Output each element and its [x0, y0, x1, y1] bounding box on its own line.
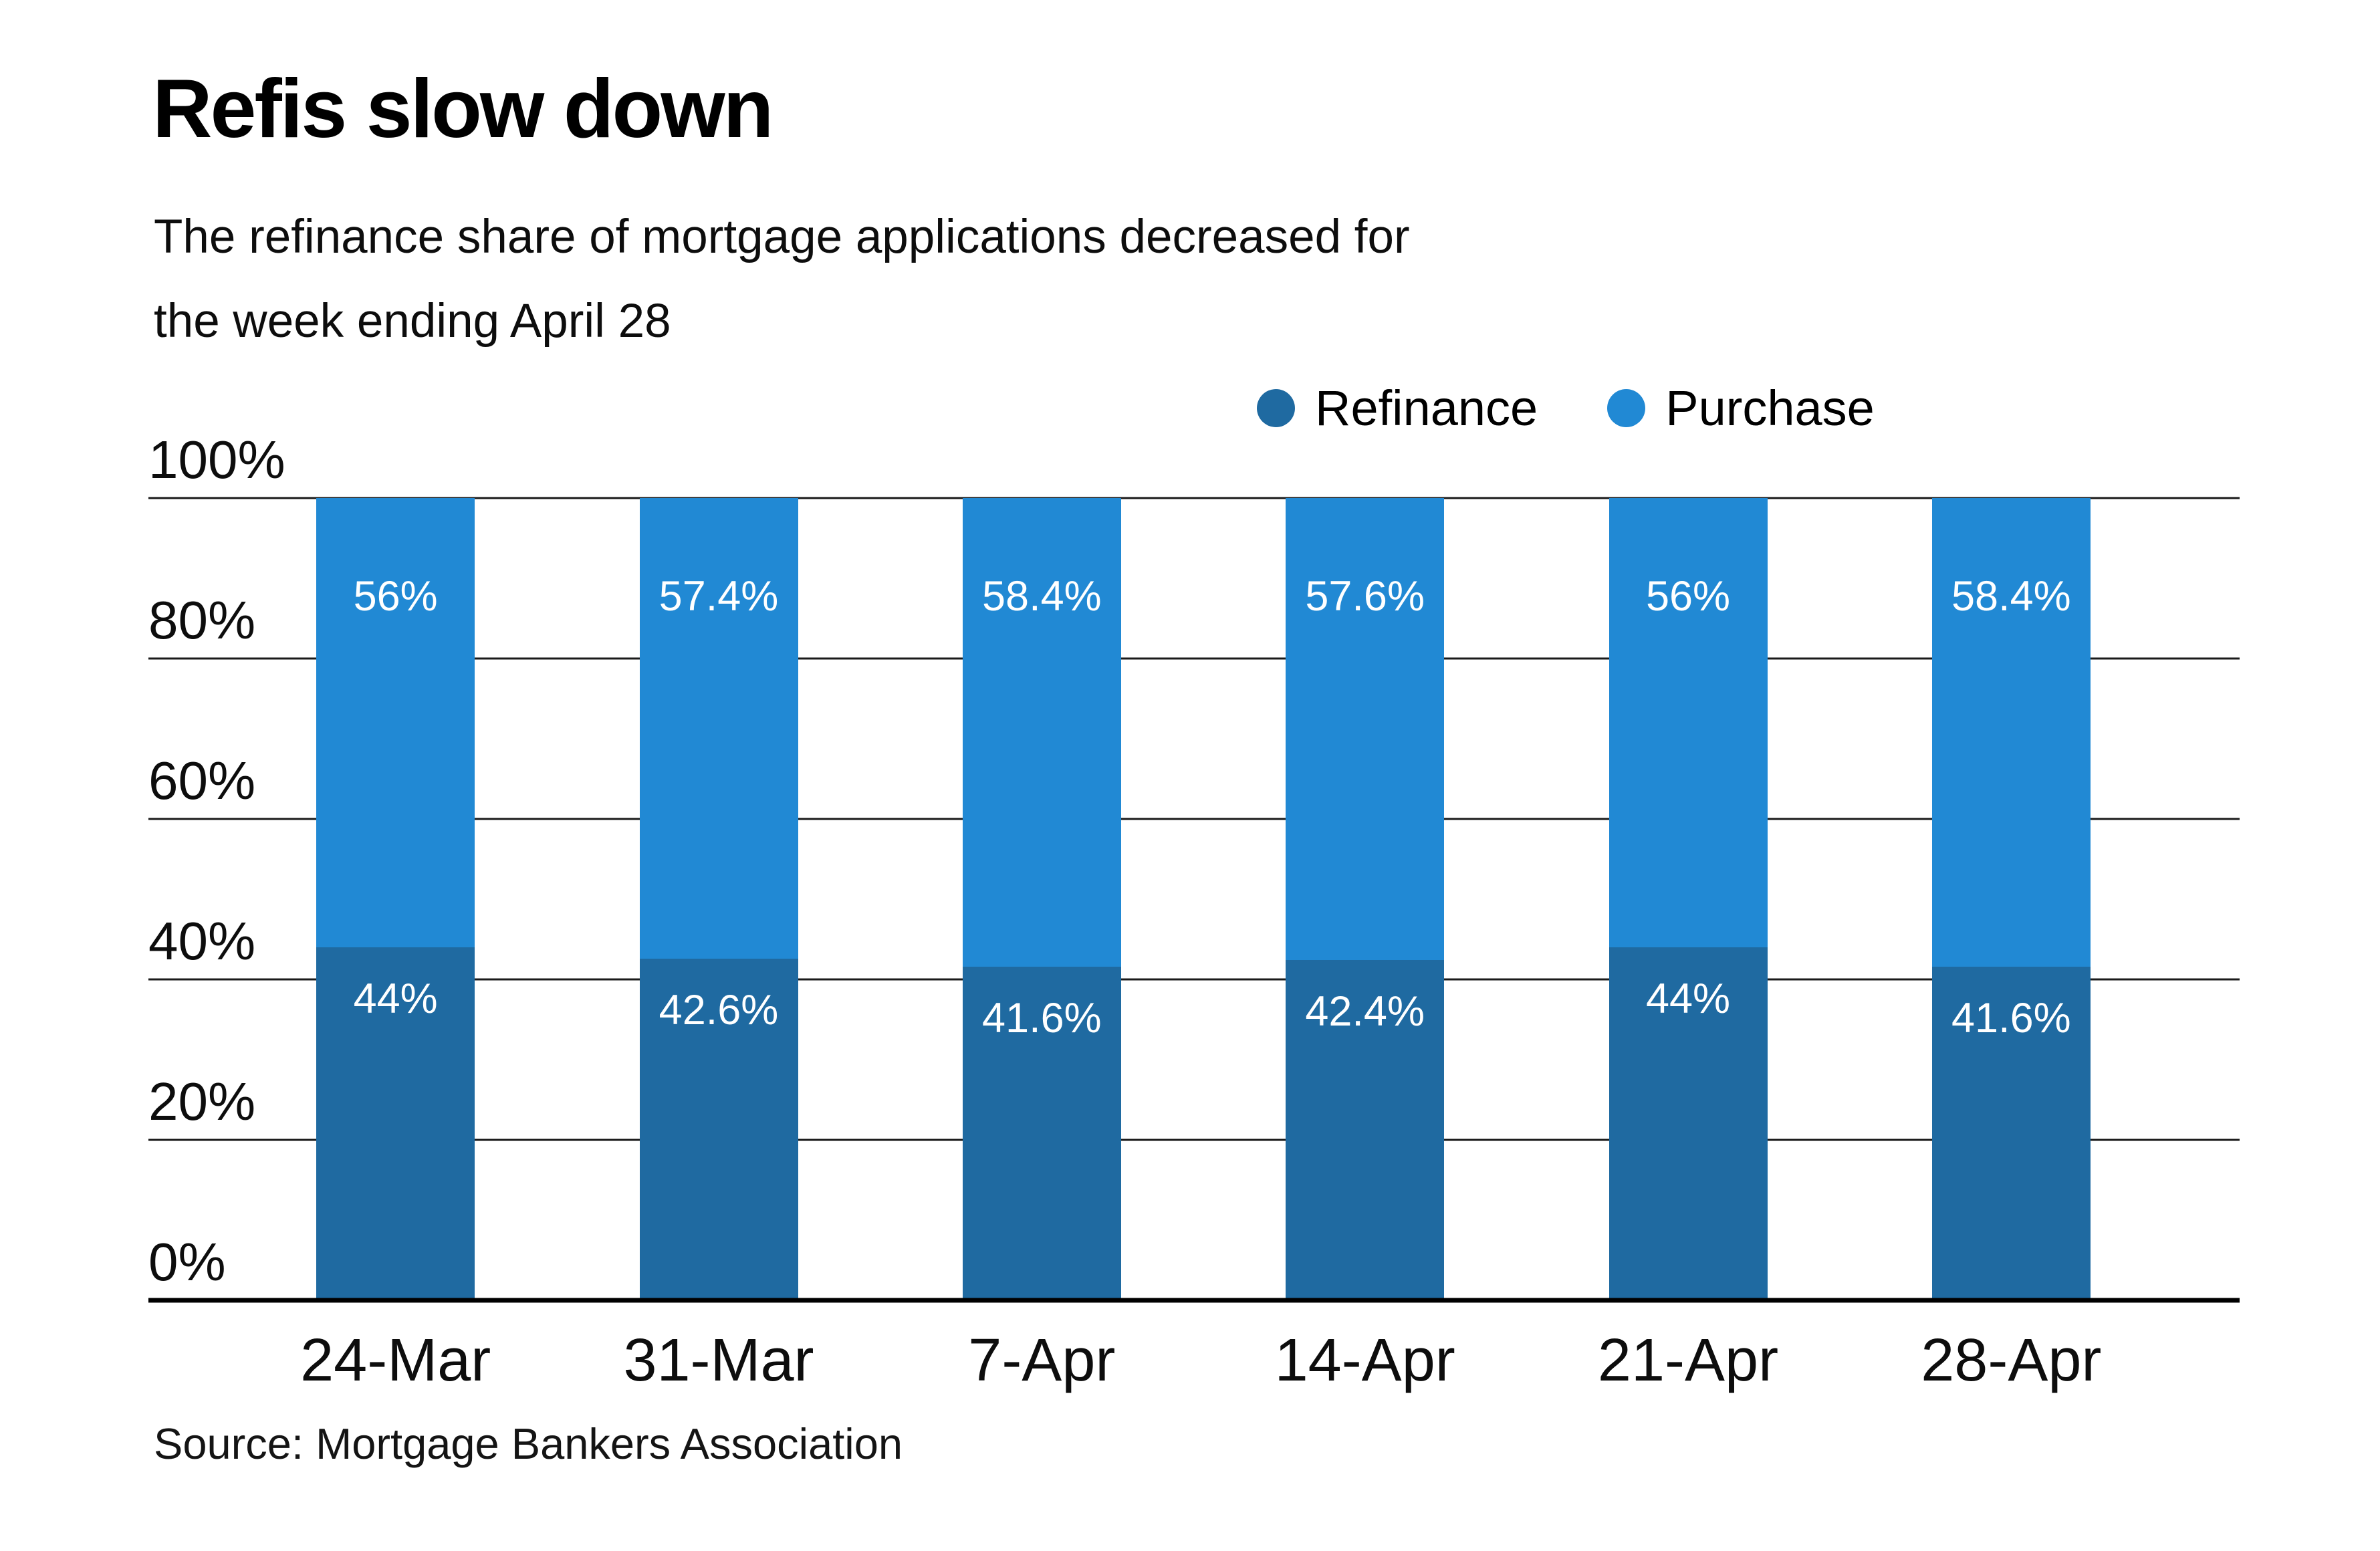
- bar-24-Mar: 56% 44%: [316, 498, 475, 1300]
- purchase-segment: 57.4%: [639, 498, 798, 959]
- refinance-swatch-icon: [1257, 389, 1295, 427]
- bar-21-Apr: 56% 44%: [1609, 498, 1768, 1300]
- gridline-80: [148, 657, 2240, 660]
- refinance-value-label: 42.4%: [1305, 988, 1425, 1036]
- x-tick-label-14-Apr: 14-Apr: [1274, 1327, 1455, 1394]
- refinance-segment: 44%: [316, 947, 475, 1300]
- refinance-segment: 41.6%: [1931, 966, 2091, 1300]
- y-tick-label: 0%: [148, 1232, 226, 1292]
- purchase-segment: 57.6%: [1286, 498, 1445, 961]
- refinance-value-label: 41.6%: [982, 994, 1102, 1042]
- source-note: Source: Mortgage Bankers Association: [154, 1419, 903, 1468]
- x-tick-label-24-Mar: 24-Mar: [300, 1327, 491, 1394]
- refinance-value-label: 41.6%: [1951, 994, 2071, 1042]
- purchase-segment: 56%: [1609, 498, 1768, 947]
- bar-7-Apr: 58.4% 41.6%: [962, 498, 1121, 1300]
- x-tick-label-31-Mar: 31-Mar: [623, 1327, 814, 1394]
- gridline-60: [148, 818, 2240, 820]
- x-tick-label-21-Apr: 21-Apr: [1597, 1327, 1779, 1394]
- chart-subtitle: The refinance share of mortgage applicat…: [154, 211, 1410, 348]
- y-tick-label: 100%: [148, 430, 285, 489]
- x-axis-baseline: [148, 1298, 2240, 1303]
- bar-28-Apr: 58.4% 41.6%: [1931, 498, 2091, 1300]
- legend-item-refinance: Refinance: [1257, 380, 1538, 437]
- refinance-value-label: 44%: [353, 975, 438, 1022]
- purchase-value-label: 57.4%: [659, 573, 779, 620]
- chart-title: Refis slow down: [152, 63, 774, 155]
- y-tick-label: 20%: [148, 1072, 256, 1131]
- purchase-value-label: 57.6%: [1305, 573, 1425, 620]
- x-tick-label-7-Apr: 7-Apr: [968, 1327, 1116, 1394]
- y-tick-label: 80%: [148, 590, 256, 650]
- gridline-40: [148, 978, 2240, 981]
- purchase-value-label: 58.4%: [1951, 573, 2071, 620]
- refinance-segment: 44%: [1609, 947, 1768, 1300]
- refinance-value-label: 42.6%: [659, 986, 779, 1034]
- legend-label-purchase: Purchase: [1665, 380, 1875, 436]
- bar-31-Mar: 57.4% 42.6%: [639, 498, 798, 1300]
- legend: Refinance Purchase: [1257, 380, 1875, 437]
- refinance-segment: 42.4%: [1286, 960, 1445, 1300]
- purchase-swatch-icon: [1607, 389, 1646, 427]
- legend-label-refinance: Refinance: [1315, 380, 1538, 436]
- refinance-segment: 41.6%: [962, 966, 1121, 1300]
- x-tick-label-28-Apr: 28-Apr: [1921, 1327, 2102, 1394]
- plot-area: 100% 80% 60% 40% 20% 0% 56% 44% 24-Mar 57.4% 42.6%…: [148, 433, 2240, 1391]
- purchase-segment: 58.4%: [962, 498, 1121, 967]
- gridline-20: [148, 1139, 2240, 1141]
- purchase-segment: 58.4%: [1931, 498, 2091, 967]
- purchase-segment: 56%: [316, 498, 475, 947]
- legend-item-purchase: Purchase: [1607, 380, 1875, 437]
- purchase-value-label: 58.4%: [982, 573, 1102, 620]
- purchase-value-label: 56%: [1645, 573, 1731, 620]
- gridline-100: [148, 497, 2240, 499]
- purchase-value-label: 56%: [353, 573, 438, 620]
- refinance-segment: 42.6%: [639, 958, 798, 1300]
- y-tick-label: 60%: [148, 751, 256, 810]
- y-tick-label: 40%: [148, 911, 256, 971]
- bar-14-Apr: 57.6% 42.4%: [1286, 498, 1445, 1300]
- refinance-value-label: 44%: [1645, 975, 1731, 1022]
